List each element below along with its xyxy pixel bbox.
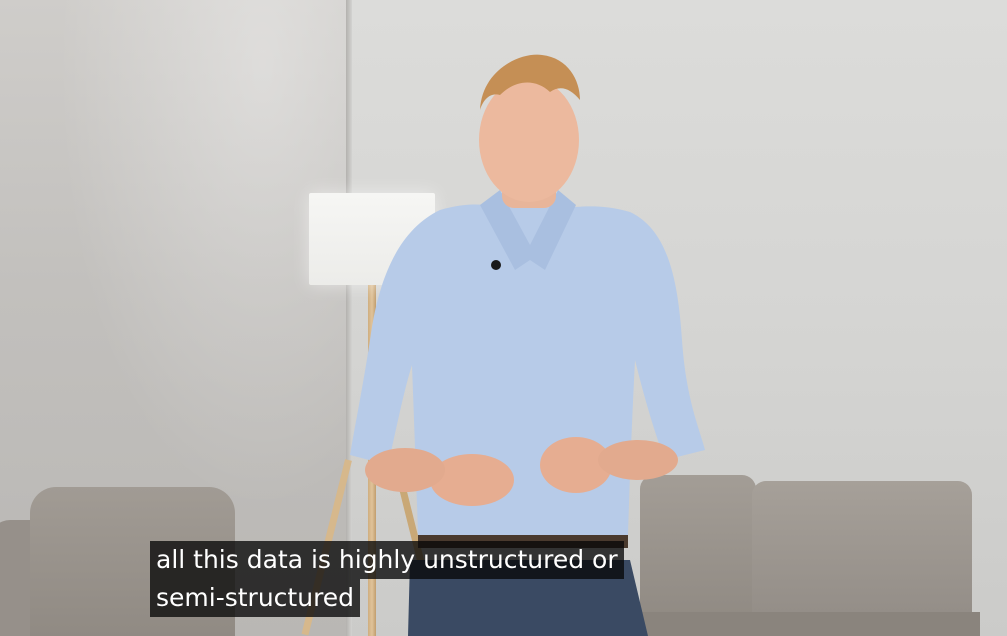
- presenter-microphone: [491, 260, 501, 270]
- presenter-collar: [480, 190, 576, 270]
- sofa-right-cushion: [640, 475, 756, 636]
- presenter-left-forearm: [365, 448, 445, 492]
- presenter-right-hand: [540, 437, 612, 493]
- presenter-hair: [480, 54, 580, 110]
- presenter-head: [479, 78, 579, 202]
- presenter-jeans: [408, 560, 648, 636]
- sofa-right-seat: [620, 612, 980, 636]
- subtitle-line-2: semi-structured: [150, 579, 361, 617]
- wall-corner: [346, 0, 352, 636]
- subtitle-line-1: all this data is highly unstructured or: [150, 541, 624, 579]
- presenter-right-forearm: [598, 440, 678, 480]
- sofa-right-cushion: [752, 481, 972, 636]
- presenter-left-hand: [430, 454, 514, 506]
- subtitle-caption: all this data is highly unstructured or …: [150, 541, 624, 617]
